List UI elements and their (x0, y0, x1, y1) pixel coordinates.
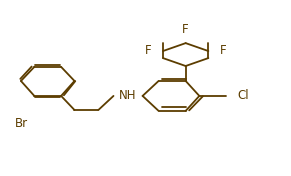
Text: F: F (182, 23, 189, 36)
Text: F: F (145, 44, 152, 57)
Text: Br: Br (14, 117, 28, 130)
Text: NH: NH (119, 89, 137, 102)
Text: Cl: Cl (237, 89, 249, 102)
Text: F: F (220, 44, 226, 57)
